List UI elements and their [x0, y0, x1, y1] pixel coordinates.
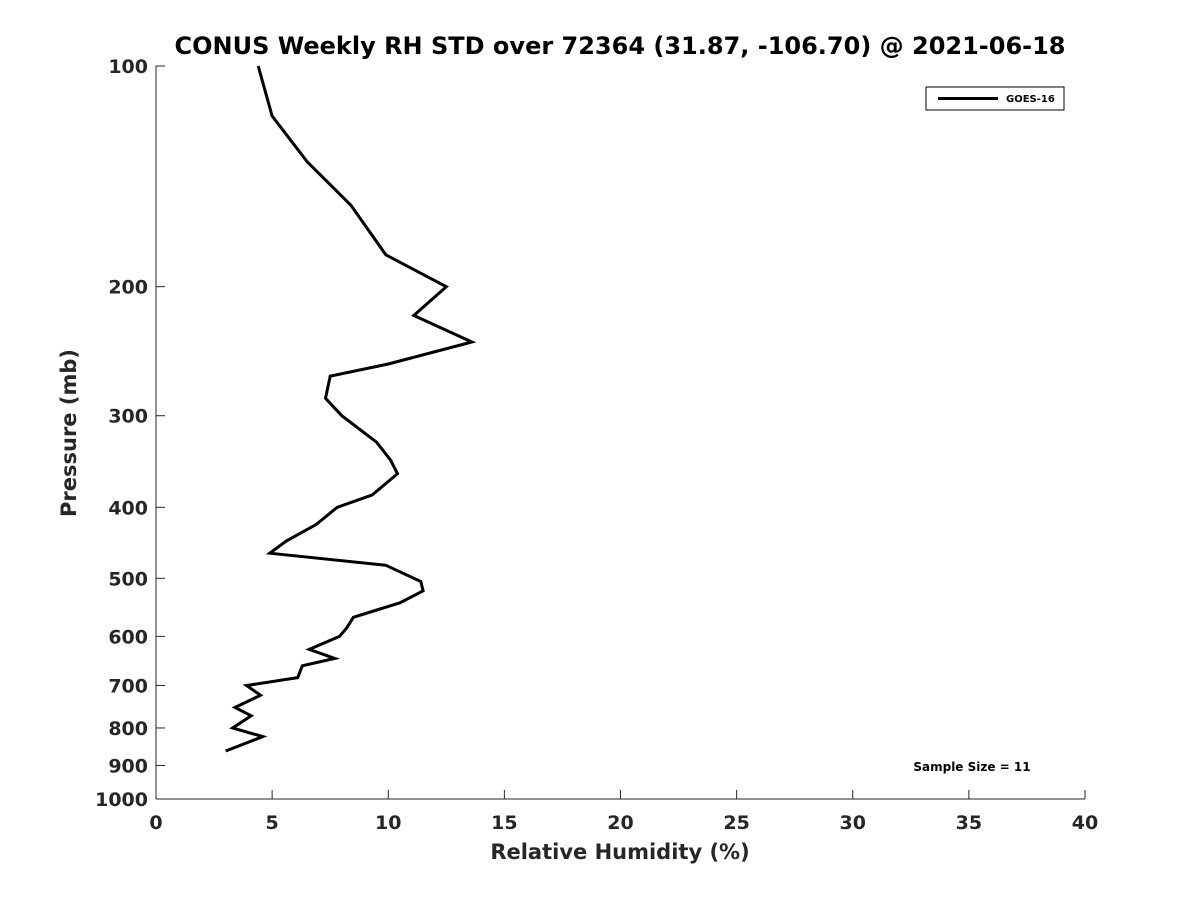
- y-tick-label: 200: [108, 277, 148, 299]
- series-layer: [225, 65, 477, 753]
- legend-label-goes-16: GOES-16: [1006, 94, 1055, 105]
- y-tick-label: 300: [108, 406, 148, 428]
- y-tick-label: 600: [108, 626, 148, 648]
- y-tick-label: 1000: [95, 789, 148, 811]
- y-tick-label: 500: [108, 568, 148, 590]
- x-tick-label: 15: [491, 812, 517, 834]
- x-tick-label: 20: [607, 812, 633, 834]
- x-axis: 0 5 10 15 20 25 30 35 40: [149, 790, 1098, 834]
- y-tick-label: 900: [108, 755, 148, 777]
- y-tick-label: 800: [108, 718, 148, 740]
- series-line-goes-16: [225, 65, 477, 753]
- legend: GOES-16: [925, 86, 1065, 111]
- x-tick-label: 25: [723, 812, 749, 834]
- chart-title: CONUS Weekly RH STD over 72364 (31.87, -…: [174, 32, 1065, 60]
- x-tick-label: 5: [266, 812, 279, 834]
- y-axis: 100 200 300 400 500 600 700 800 900 1000: [95, 56, 165, 811]
- y-tick-label: 700: [108, 675, 148, 697]
- sample-size-annotation: Sample Size = 11: [913, 760, 1030, 774]
- x-axis-label: Relative Humidity (%): [490, 840, 749, 864]
- x-tick-label: 35: [956, 812, 982, 834]
- y-axis-label: Pressure (mb): [57, 349, 81, 517]
- x-tick-label: 40: [1072, 812, 1098, 834]
- x-tick-label: 10: [375, 812, 401, 834]
- x-tick-label: 0: [149, 812, 162, 834]
- plot-area: [156, 66, 1085, 799]
- y-tick-label: 400: [108, 497, 148, 519]
- y-tick-label: 100: [108, 56, 148, 78]
- x-tick-label: 30: [840, 812, 866, 834]
